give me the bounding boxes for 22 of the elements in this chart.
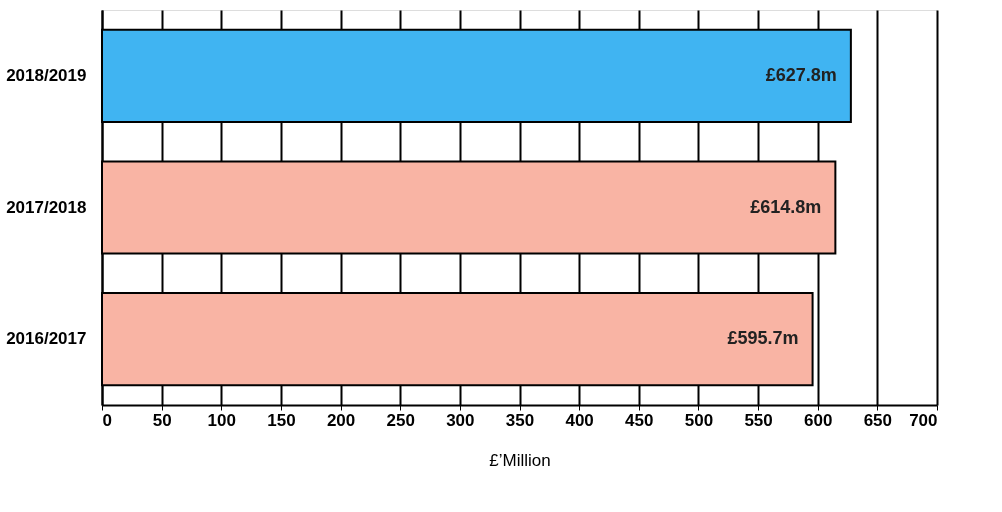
data-label: £595.7m [727,328,799,349]
y-tick-label: 2016/2017 [6,329,87,349]
x-tick-label: 300 [446,410,475,430]
x-tick-label: 100 [207,410,236,430]
x-tick-label: 700 [909,410,938,430]
data-label: £614.8m [750,196,822,217]
data-label: £627.8m [765,64,837,85]
x-tick-label: 150 [267,410,296,430]
x-tick-label: 500 [684,410,714,430]
x-tick-label: 400 [565,410,594,430]
x-axis-title: £’Million [489,450,551,470]
x-tick-label: 50 [152,410,172,430]
y-tick-label: 2018/2019 [6,65,87,85]
x-tick-label: 650 [863,410,893,430]
x-tick-label: 450 [625,410,654,430]
x-tick-label: 350 [505,410,535,430]
x-tick-label: 200 [326,410,356,430]
x-tick-label: 550 [744,410,773,430]
x-tick-label: 600 [804,410,833,430]
y-tick-label: 2017/2018 [6,197,87,217]
x-tick-label: 250 [386,410,415,430]
x-tick-label: 0 [102,410,112,430]
